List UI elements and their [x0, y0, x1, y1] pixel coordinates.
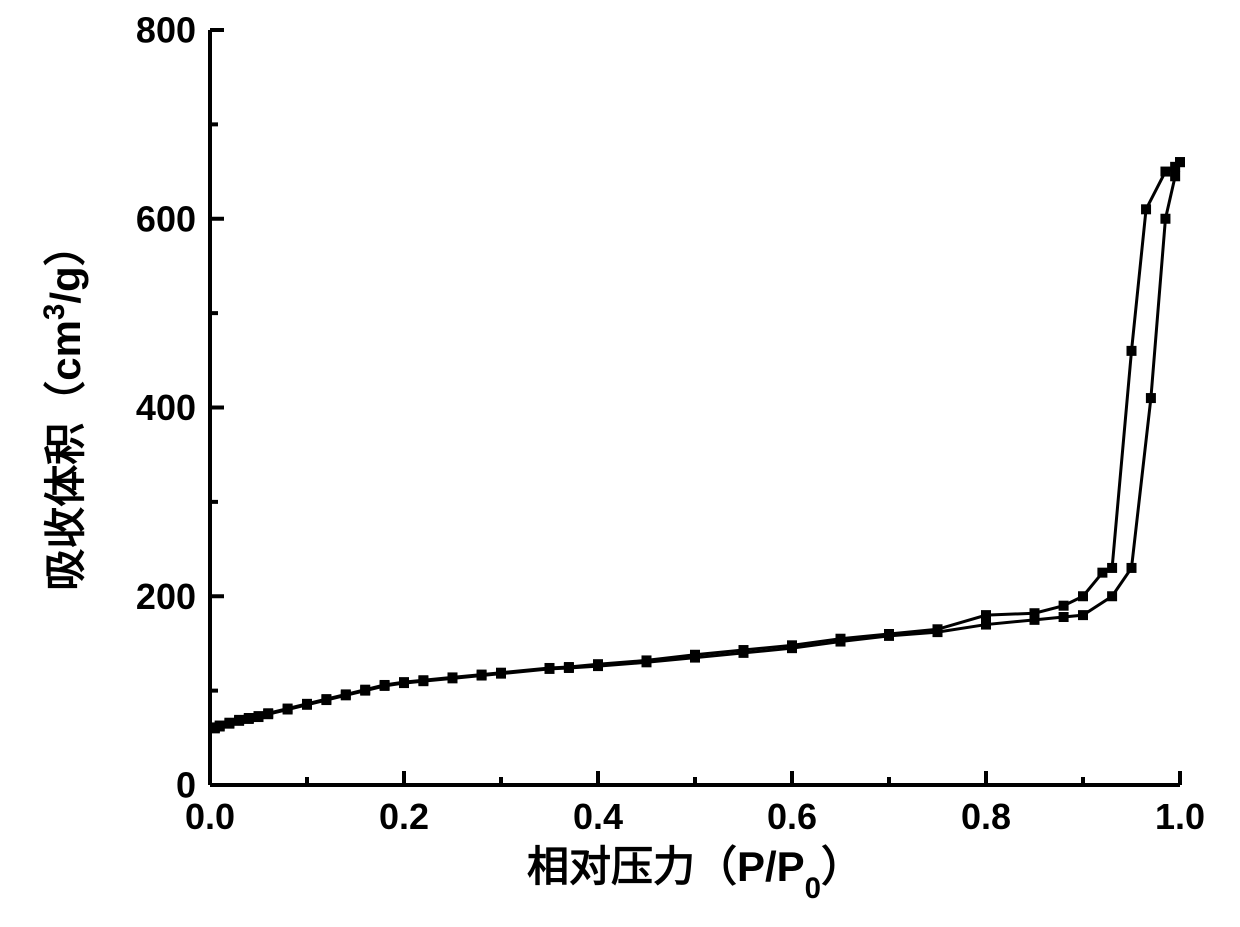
desorption-marker	[283, 704, 293, 714]
desorption-marker	[224, 718, 234, 728]
adsorption-marker	[1107, 591, 1117, 601]
isotherm-chart: 0.00.20.40.60.81.00200400600800相对压力（P/P0…	[0, 0, 1240, 927]
desorption-marker	[234, 715, 244, 725]
desorption-marker	[564, 662, 574, 672]
desorption-marker	[981, 610, 991, 620]
adsorption-marker	[1146, 393, 1156, 403]
desorption-marker	[263, 708, 273, 718]
x-tick-label: 0.2	[379, 796, 429, 837]
desorption-marker	[690, 650, 700, 660]
desorption-marker	[341, 689, 351, 699]
desorption-marker	[399, 677, 409, 687]
adsorption-marker	[1160, 214, 1170, 224]
desorption-marker	[739, 645, 749, 655]
desorption-marker	[1160, 167, 1170, 177]
adsorption-marker	[1059, 612, 1069, 622]
desorption-marker	[477, 670, 487, 680]
desorption-marker	[1030, 608, 1040, 618]
desorption-marker	[244, 713, 254, 723]
adsorption-marker	[1170, 171, 1180, 181]
desorption-marker	[360, 685, 370, 695]
desorption-marker	[933, 624, 943, 634]
adsorption-marker	[1127, 563, 1137, 573]
desorption-marker	[448, 672, 458, 682]
adsorption-marker	[1078, 610, 1088, 620]
desorption-marker	[254, 711, 264, 721]
chart-container: 0.00.20.40.60.81.00200400600800相对压力（P/P0…	[0, 0, 1240, 927]
desorption-marker	[1107, 563, 1117, 573]
desorption-marker	[321, 694, 331, 704]
x-tick-label: 0.4	[573, 796, 623, 837]
desorption-marker	[210, 722, 220, 732]
desorption-marker	[545, 663, 555, 673]
x-tick-label: 0.8	[961, 796, 1011, 837]
y-tick-label: 600	[136, 198, 196, 239]
desorption-marker	[593, 659, 603, 669]
desorption-marker	[1170, 162, 1180, 172]
desorption-marker	[496, 668, 506, 678]
x-tick-label: 1.0	[1155, 796, 1205, 837]
desorption-marker	[380, 680, 390, 690]
y-tick-label: 400	[136, 387, 196, 428]
desorption-marker	[1127, 346, 1137, 356]
desorption-marker	[1141, 204, 1151, 214]
desorption-marker	[642, 655, 652, 665]
desorption-marker	[787, 640, 797, 650]
desorption-marker	[418, 675, 428, 685]
desorption-marker	[884, 629, 894, 639]
desorption-marker	[1078, 591, 1088, 601]
adsorption-marker	[981, 620, 991, 630]
y-tick-label: 0	[176, 765, 196, 806]
y-tick-label: 800	[136, 10, 196, 51]
desorption-marker	[1097, 568, 1107, 578]
x-tick-label: 0.6	[767, 796, 817, 837]
y-axis-title: 吸收体积（cm3/g）	[38, 224, 90, 590]
desorption-marker	[302, 699, 312, 709]
desorption-marker	[1059, 601, 1069, 611]
desorption-marker	[836, 634, 846, 644]
y-tick-label: 200	[136, 576, 196, 617]
